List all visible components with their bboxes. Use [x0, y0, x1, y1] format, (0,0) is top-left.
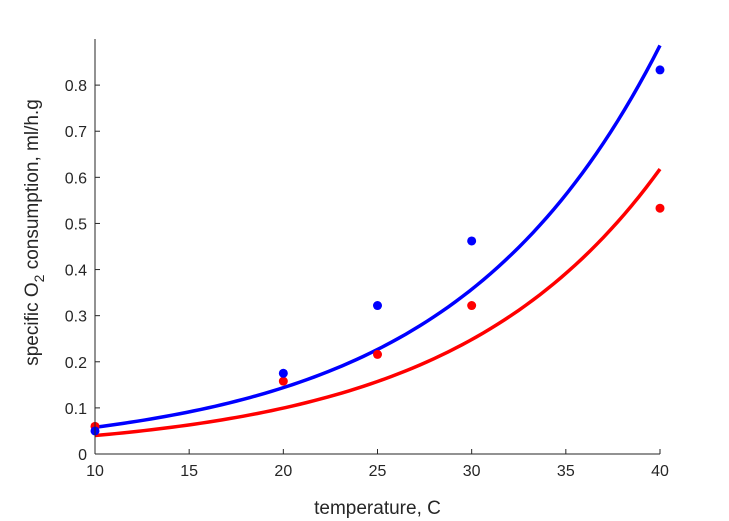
y-tick-label: 0.4 [65, 263, 87, 280]
x-tick-label: 40 [651, 463, 669, 480]
y-tick-label: 0 [78, 447, 87, 464]
y-tick-label: 0.7 [65, 124, 87, 141]
x-ticks: 10 15 20 25 30 35 40 [86, 449, 669, 480]
axes: 10 15 20 25 30 35 40 0 0.1 0.2 0.3 0.4 0.5 0.6 0.7 0.8 [65, 39, 669, 480]
data-point-1 [373, 349, 382, 359]
x-tick-label: 15 [180, 463, 198, 480]
plot-area [90, 44, 665, 438]
y-tick-label: 0.3 [65, 309, 87, 326]
data-point-0 [655, 65, 665, 75]
x-axis-label: temperature, C [314, 498, 441, 519]
x-tick-label: 30 [463, 463, 481, 480]
y-tick-label: 0.5 [65, 216, 87, 233]
data-point-1 [467, 301, 477, 311]
fit-curve-1 [94, 167, 662, 438]
y-axis-label: specific O2 consumption, ml/h.g [22, 99, 47, 366]
y-axis-label-suffix: consumption, ml/h.g [22, 99, 43, 274]
y-tick-label: 0.1 [65, 401, 87, 418]
y-tick-label: 0.2 [65, 355, 87, 372]
y-axis-label-prefix: specific O [22, 282, 43, 365]
y-ticks: 0 0.1 0.2 0.3 0.4 0.5 0.6 0.7 0.8 [65, 78, 100, 464]
fit-curve-0 [94, 44, 662, 429]
data-point-1 [278, 376, 288, 386]
y-tick-label: 0.8 [65, 78, 87, 95]
data-point-1 [655, 203, 665, 213]
x-tick-label: 20 [274, 463, 292, 480]
y-tick-label: 0.6 [65, 170, 87, 187]
y-axis-label-subscript: 2 [31, 274, 47, 282]
data-point-0 [373, 301, 382, 311]
data-point-0 [467, 236, 477, 246]
x-tick-label: 25 [369, 463, 387, 480]
x-tick-label: 10 [86, 463, 104, 480]
x-tick-label: 35 [557, 463, 575, 480]
data-point-0 [278, 368, 288, 378]
